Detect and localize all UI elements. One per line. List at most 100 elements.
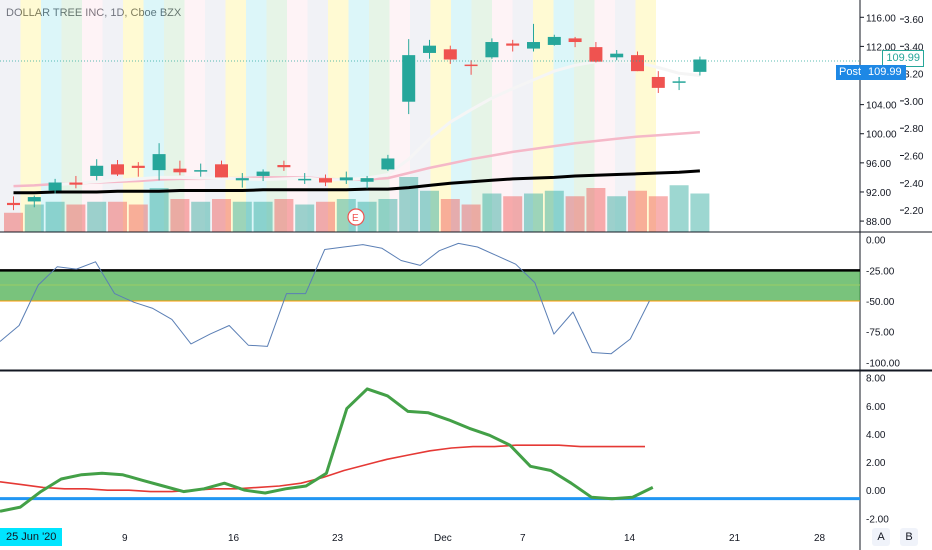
background-stripe xyxy=(266,0,287,232)
chart-title: DOLLAR TREE INC, 1D, Cboe BZX xyxy=(6,7,182,19)
volume-bar xyxy=(316,201,335,232)
volume-bar xyxy=(524,193,543,232)
candle-body xyxy=(319,178,332,183)
candle-body xyxy=(215,164,228,178)
macd-line xyxy=(0,387,654,513)
background-stripe xyxy=(512,0,533,232)
volume-bar xyxy=(232,201,252,232)
candle-body xyxy=(443,49,457,60)
background-stripe xyxy=(102,0,123,232)
candle-body xyxy=(568,38,582,43)
volume-bar xyxy=(108,201,127,232)
background-stripe xyxy=(123,0,144,232)
auto-scale-button[interactable]: A xyxy=(872,528,890,546)
oscillator-tick-label: 0.00 xyxy=(866,236,886,247)
background-stripe xyxy=(61,0,82,232)
y-tick-label: 104.00 xyxy=(866,101,897,112)
macd-tick-label: 6.00 xyxy=(866,402,886,413)
volume-bar xyxy=(440,199,460,232)
candle-body xyxy=(360,178,374,182)
background-stripe xyxy=(20,0,41,232)
y2-tick-label: 3.00 xyxy=(904,97,924,108)
volume-bar xyxy=(628,190,647,232)
y2-tick-label: 3.40 xyxy=(904,42,924,53)
candle-body xyxy=(69,182,83,185)
y-tick-label: 88.00 xyxy=(866,217,891,228)
volume-bar xyxy=(357,201,377,232)
y2-tick-label: 2.20 xyxy=(904,206,924,217)
background-stripe xyxy=(164,0,185,232)
volume-bar xyxy=(4,212,23,232)
background-stripe xyxy=(553,0,574,232)
background-stripe xyxy=(205,0,226,232)
background-stripe xyxy=(225,0,246,232)
candle-body xyxy=(90,165,104,176)
y2-tick-label: 2.40 xyxy=(904,179,924,190)
signal-line xyxy=(0,444,645,493)
candle-body xyxy=(235,178,249,181)
volume-bar xyxy=(378,199,398,232)
y2-tick-label: 3.60 xyxy=(904,15,924,26)
volume-bar xyxy=(212,199,231,232)
post-value: 109.99 xyxy=(868,66,902,78)
volume-bar xyxy=(482,193,502,232)
candle-body xyxy=(610,53,624,58)
x-tick-label: 21 xyxy=(729,533,741,544)
candle-body xyxy=(298,178,312,181)
candle-body xyxy=(485,42,499,58)
candle-body xyxy=(506,43,520,46)
y2-tick-label: 2.60 xyxy=(904,152,924,163)
x-tick-label: 28 xyxy=(814,533,826,544)
volume-bar xyxy=(690,193,710,232)
candle-body xyxy=(423,45,436,53)
x-tick-label: 7 xyxy=(520,533,526,544)
background-stripe xyxy=(82,0,103,232)
candle-body xyxy=(589,47,603,62)
candle-body xyxy=(339,177,353,181)
volume-bar xyxy=(565,196,585,232)
oscillator-line xyxy=(0,242,650,355)
candle-body xyxy=(527,42,540,49)
x-tick-label: 16 xyxy=(228,533,240,544)
volume-bar xyxy=(648,196,668,232)
volume-bar xyxy=(24,204,44,232)
volume-bar xyxy=(586,188,606,232)
date-chip: 25 Jun '20 xyxy=(0,528,63,546)
x-tick-label: Dec xyxy=(434,533,452,544)
oscillator-band xyxy=(0,270,860,301)
x-tick-label: 9 xyxy=(122,533,128,544)
volume-bar xyxy=(128,204,148,232)
volume-bar xyxy=(274,199,294,232)
candle-body xyxy=(693,59,707,72)
background-stripe xyxy=(307,0,328,232)
candle-body xyxy=(111,164,124,175)
sma-black-line xyxy=(13,169,701,195)
x-tick-label: 23 xyxy=(332,533,344,544)
candle-body xyxy=(402,55,416,102)
volume-bar xyxy=(149,188,169,232)
earnings-marker-circle xyxy=(347,208,365,226)
volume-bar xyxy=(669,185,689,232)
candle-body xyxy=(672,81,686,83)
x-tick-label: 14 xyxy=(624,533,636,544)
volume-bar xyxy=(191,201,211,232)
volume-bar xyxy=(253,201,273,232)
macd-tick-label: 8.00 xyxy=(866,374,886,385)
candle-body xyxy=(152,154,166,171)
background-stripe xyxy=(348,0,369,232)
candle-body xyxy=(256,171,270,176)
log-scale-button[interactable]: B xyxy=(900,528,918,546)
oscillator-tick-label: -75.00 xyxy=(866,328,895,339)
candle-body xyxy=(381,158,395,170)
oscillator-tick-label: -100.00 xyxy=(866,358,900,369)
y-tick-label: 100.00 xyxy=(866,130,897,141)
candle-body xyxy=(464,64,478,67)
background-stripe xyxy=(287,0,308,232)
candle-body xyxy=(173,168,187,173)
macd-tick-label: 2.00 xyxy=(866,458,886,469)
y-tick-label: 116.00 xyxy=(866,13,896,24)
candle-body xyxy=(131,165,145,168)
volume-bar xyxy=(607,196,627,232)
candle-body xyxy=(277,165,291,168)
